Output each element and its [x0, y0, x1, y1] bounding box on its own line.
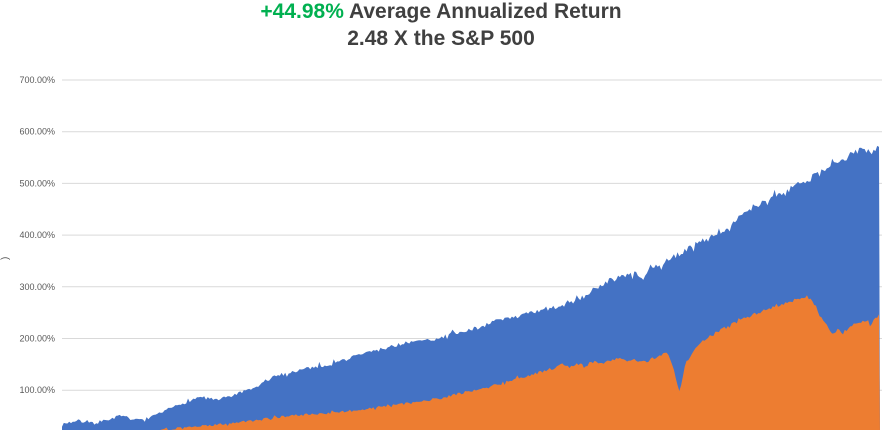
y-axis-tick-label: 700.00% — [19, 75, 55, 85]
series-blue-area — [62, 145, 880, 430]
y-axis-tick-label: 300.00% — [19, 282, 55, 292]
y-axis-tick-label: 100.00% — [19, 385, 55, 395]
y-axis-tick-label: 500.00% — [19, 178, 55, 188]
series-orange-area — [160, 295, 880, 430]
y-axis-title-partial: ) — [0, 257, 11, 260]
y-axis-tick-label: 600.00% — [19, 127, 55, 137]
y-axis-tick-label: 400.00% — [19, 230, 55, 240]
y-axis-tick-label: 200.00% — [19, 334, 55, 344]
